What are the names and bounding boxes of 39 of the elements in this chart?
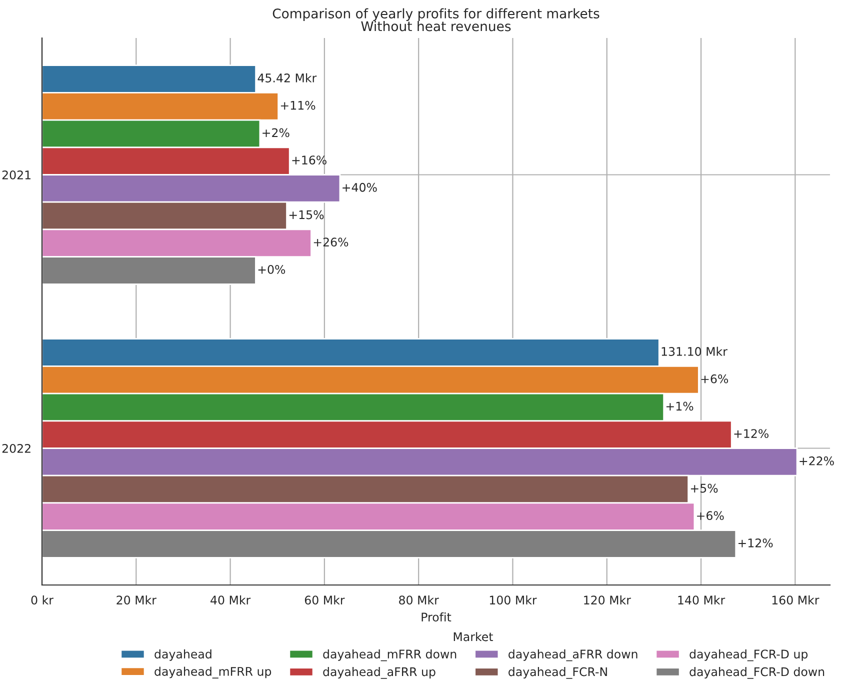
legend-label: dayahead_mFRR down [323, 649, 456, 662]
annotation: +0% [258, 264, 286, 274]
x-tick-label: 80 Mkr [399, 595, 439, 605]
y-tick-label: 2022 [2, 444, 30, 453]
legend-label: dayahead_FCR-N [508, 667, 607, 679]
x-tick-label: 120 Mkr [584, 595, 631, 605]
annotation: +5% [690, 484, 718, 493]
chart-subtitle: Without heat revenues [361, 21, 511, 32]
annotation: +26% [314, 238, 348, 247]
annotation: +22% [800, 456, 834, 466]
annotation: +12% [734, 429, 768, 438]
x-tick-label: 40 Mkr [210, 595, 251, 605]
legend-label: dayahead_mFRR up [154, 666, 272, 678]
x-tick-label: 140 Mkr [678, 595, 726, 605]
legend-label: dayahead [154, 649, 212, 661]
annotation: +11% [280, 100, 316, 110]
annotation: +40% [342, 182, 377, 192]
legend-label: dayahead_FCR-D down [690, 667, 824, 679]
x-tick-label: 60 Mkr [304, 595, 345, 605]
annotation: +16% [292, 156, 326, 164]
annotation: +12% [738, 538, 773, 548]
y-tick-label: 2021 [2, 170, 30, 180]
annotation: +15% [289, 210, 324, 220]
x-tick-label: 160 Mkr [772, 595, 820, 605]
legend-label: dayahead_aFRR down [508, 649, 638, 662]
data-label: 45.42 Mkr [258, 73, 317, 82]
annotation: +2% [262, 128, 290, 138]
annotation: +6% [697, 511, 724, 520]
data-label: 131.10 Mkr [662, 346, 728, 356]
x-tick-label: 100 Mkr [490, 595, 537, 605]
legend-title: Market [454, 632, 494, 642]
x-tick-label: 0 kr [31, 595, 54, 605]
annotation: +6% [701, 374, 728, 384]
x-axis-title: Profit [422, 612, 452, 622]
legend-label: dayahead_aFRR up [323, 667, 436, 679]
chart-title: Comparison of yearly profits for different markets [272, 8, 600, 22]
annotation: +1% [666, 402, 694, 411]
legend-label: dayahead_FCR-D up [690, 649, 808, 662]
x-tick-label: 20 Mkr [116, 595, 156, 605]
